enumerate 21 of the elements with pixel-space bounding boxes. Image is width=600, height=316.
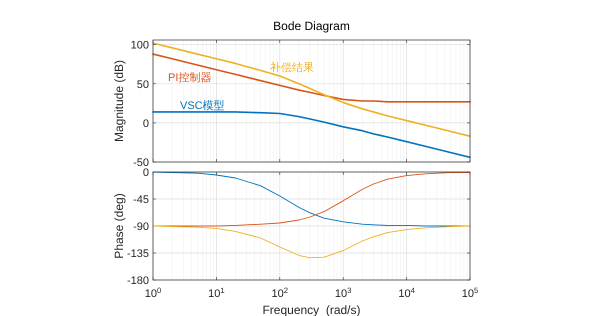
- y-tick-label: -90: [133, 221, 149, 233]
- series-label: 补偿结果: [270, 60, 314, 74]
- chart-title: Bode Diagram: [273, 19, 350, 33]
- y-tick-label: -180: [126, 275, 149, 287]
- y-tick-label: -135: [126, 248, 149, 260]
- y-axis-title: Magnitude (dB): [112, 60, 126, 142]
- series-label: VSC模型: [180, 100, 225, 112]
- y-tick-label: -45: [133, 194, 149, 206]
- x-tick-label: 10$^{2}$: [272, 286, 288, 300]
- x-tick-label: 10$^{0}$: [144, 286, 162, 300]
- y-tick-label: 50: [136, 78, 149, 91]
- y-tick-label: 100: [130, 40, 149, 52]
- y-tick-label: 0: [142, 167, 149, 179]
- x-tick-label: 10$^{1}$: [208, 286, 225, 300]
- x-tick-label: 10$^{3}$: [334, 286, 352, 300]
- series-label: PI控制器: [168, 70, 212, 84]
- y-axis-title: Phase (deg): [112, 193, 126, 259]
- x-tick-label: 10$^{4}$: [398, 286, 416, 300]
- y-tick-label: -50: [133, 157, 149, 169]
- x-tick-label: 10$^{5}$: [462, 286, 478, 300]
- y-tick-label: 0: [142, 118, 149, 130]
